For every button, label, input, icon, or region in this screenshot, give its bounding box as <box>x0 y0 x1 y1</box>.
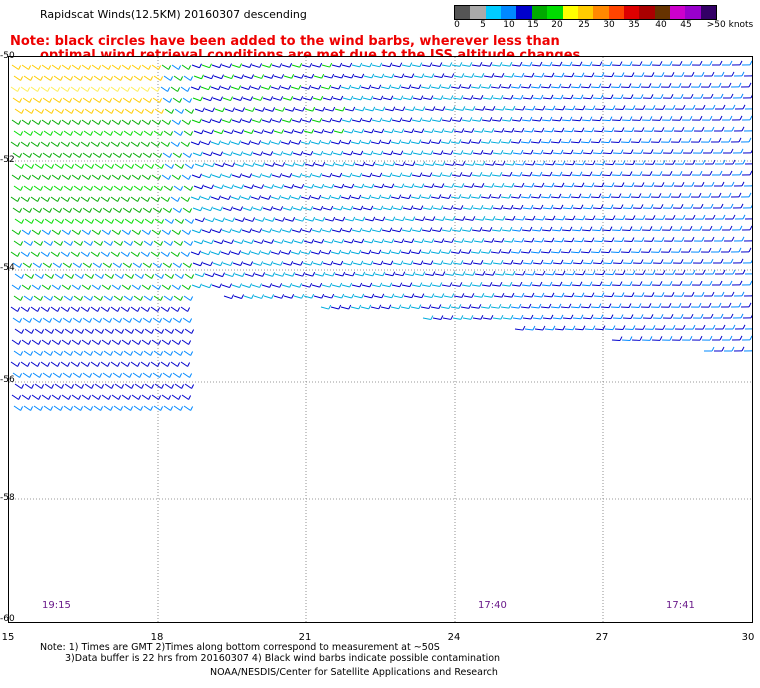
scale-label: 0 <box>454 20 460 30</box>
scale-swatch <box>654 6 671 19</box>
scale-swatch <box>501 6 517 19</box>
scale-swatch <box>455 6 471 19</box>
scale-swatch <box>531 6 548 19</box>
wind-map-plot <box>8 56 753 623</box>
scale-swatch <box>623 6 640 19</box>
scale-swatch <box>685 6 701 19</box>
scale-label: 20 <box>551 20 563 30</box>
scale-label: 5 <box>480 20 486 30</box>
y-tick-minus54: -54 <box>0 263 15 273</box>
footer-credit: NOAA/NESDIS/Center for Satellite Applica… <box>210 667 498 678</box>
time-label-2: 17:40 <box>478 600 507 611</box>
time-label-3: 17:41 <box>666 600 695 611</box>
x-tick-27: 27 <box>595 632 609 643</box>
scale-swatch <box>700 6 717 19</box>
x-tick-21: 21 <box>298 632 312 643</box>
scale-label: 35 <box>628 20 640 30</box>
scale-label: >50 knots <box>706 20 754 30</box>
scale-swatch <box>593 6 609 19</box>
x-tick-15: 15 <box>1 632 15 643</box>
scale-label: 40 <box>655 20 667 30</box>
scale-swatch <box>670 6 686 19</box>
y-tick-minus56: -56 <box>0 375 15 385</box>
time-label-1: 19:15 <box>42 600 71 611</box>
wind-speed-scale-labels: 0 5 10 15 20 25 30 35 40 45 >50 knots <box>454 20 754 32</box>
scale-swatch <box>639 6 655 19</box>
scale-label: 15 <box>527 20 539 30</box>
scale-label: 30 <box>603 20 615 30</box>
scale-label: 45 <box>680 20 692 30</box>
y-tick-minus58: -58 <box>0 493 15 503</box>
x-tick-30: 30 <box>741 632 755 643</box>
scale-swatch <box>470 6 486 19</box>
scale-swatch <box>547 6 563 19</box>
scale-swatch <box>577 6 594 19</box>
map-title: Rapidscat Winds(12.5KM) 20160307 descend… <box>40 8 307 21</box>
footer-note-line1: Note: 1) Times are GMT 2)Times along bot… <box>40 642 440 653</box>
scale-label: 25 <box>578 20 590 30</box>
scale-swatch <box>562 6 578 19</box>
scale-swatch <box>485 6 502 19</box>
y-tick-minus50: -50 <box>0 51 15 61</box>
y-tick-minus52: -52 <box>0 155 15 165</box>
x-tick-24: 24 <box>447 632 461 643</box>
scale-swatch <box>608 6 624 19</box>
wind-speed-color-scale <box>454 5 717 20</box>
wind-barb-field <box>9 57 752 622</box>
warning-note-line1: Note: black circles have been added to t… <box>10 34 560 49</box>
footer-note-line2: 3)Data buffer is 22 hrs from 20160307 4)… <box>65 653 501 664</box>
scale-label: 10 <box>503 20 515 30</box>
y-tick-minus60: -60 <box>0 614 15 624</box>
scale-swatch <box>516 6 532 19</box>
wind-barbs <box>10 60 752 411</box>
x-tick-18: 18 <box>150 632 164 643</box>
